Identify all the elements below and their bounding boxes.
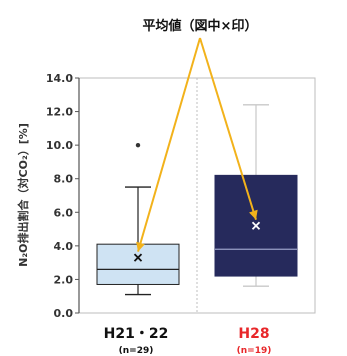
- mean-marker: [251, 221, 261, 230]
- y-tick-label: 10.0: [46, 139, 73, 152]
- y-tick-label: 4.0: [54, 240, 74, 253]
- sample-size-label: (n=29): [119, 346, 154, 356]
- y-axis-label: N₂O排出割合（対CO₂）[%]: [16, 123, 30, 267]
- labels-layer: H21・22 (n=29) H28 (n=19): [104, 326, 272, 356]
- category-label: H21・22: [104, 326, 169, 342]
- annotation-arrowhead: [136, 241, 145, 252]
- annotation-arrow: [199, 37, 257, 221]
- y-tick-label: 14.0: [46, 72, 73, 85]
- category-label: H28: [238, 326, 269, 342]
- y-tick-label: 12.0: [46, 106, 73, 119]
- sample-size-label: (n=19): [237, 346, 272, 356]
- boxes-layer: [96, 104, 298, 296]
- y-tick-label: 2.0: [54, 273, 74, 286]
- arrows-layer: [136, 37, 258, 252]
- y-tick-label: 0.0: [54, 307, 74, 320]
- axes-layer: 0.0 2.0 4.0 6.0 8.0 10.0 12.0 14.0: [46, 72, 316, 320]
- annotation-arrowhead: [249, 209, 258, 220]
- annotation-arrow: [137, 37, 201, 252]
- y-tick-label: 8.0: [54, 173, 74, 186]
- mean-annotation-label: 平均値（図中×印）: [143, 18, 258, 34]
- y-tick-label: 6.0: [54, 206, 74, 219]
- outlier-point: [135, 142, 141, 148]
- mean-marker: [133, 253, 143, 262]
